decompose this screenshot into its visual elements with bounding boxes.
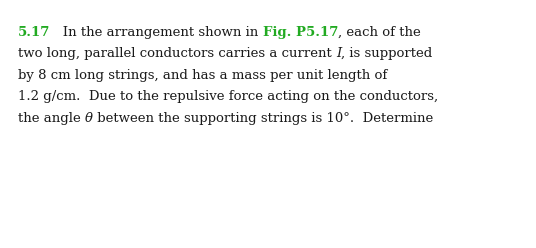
- Text: 1.2 g/cm.  Due to the repulsive force acting on the conductors,: 1.2 g/cm. Due to the repulsive force act…: [18, 91, 438, 103]
- Text: two long, parallel conductors carries a current: two long, parallel conductors carries a …: [18, 48, 336, 61]
- Text: by 8 cm long strings, and has a mass per unit length of: by 8 cm long strings, and has a mass per…: [18, 69, 387, 82]
- Text: , is supported: , is supported: [341, 48, 433, 61]
- Text: the angle: the angle: [18, 112, 85, 125]
- Text: I: I: [336, 48, 341, 61]
- Text: In the arrangement shown in: In the arrangement shown in: [50, 26, 263, 39]
- Text: θ: θ: [85, 112, 93, 125]
- Text: between the supporting strings is 10°.  Determine: between the supporting strings is 10°. D…: [93, 112, 433, 125]
- Text: Fig. P5.17: Fig. P5.17: [263, 26, 338, 39]
- Text: , each of the: , each of the: [338, 26, 421, 39]
- Text: 5.17: 5.17: [18, 26, 50, 39]
